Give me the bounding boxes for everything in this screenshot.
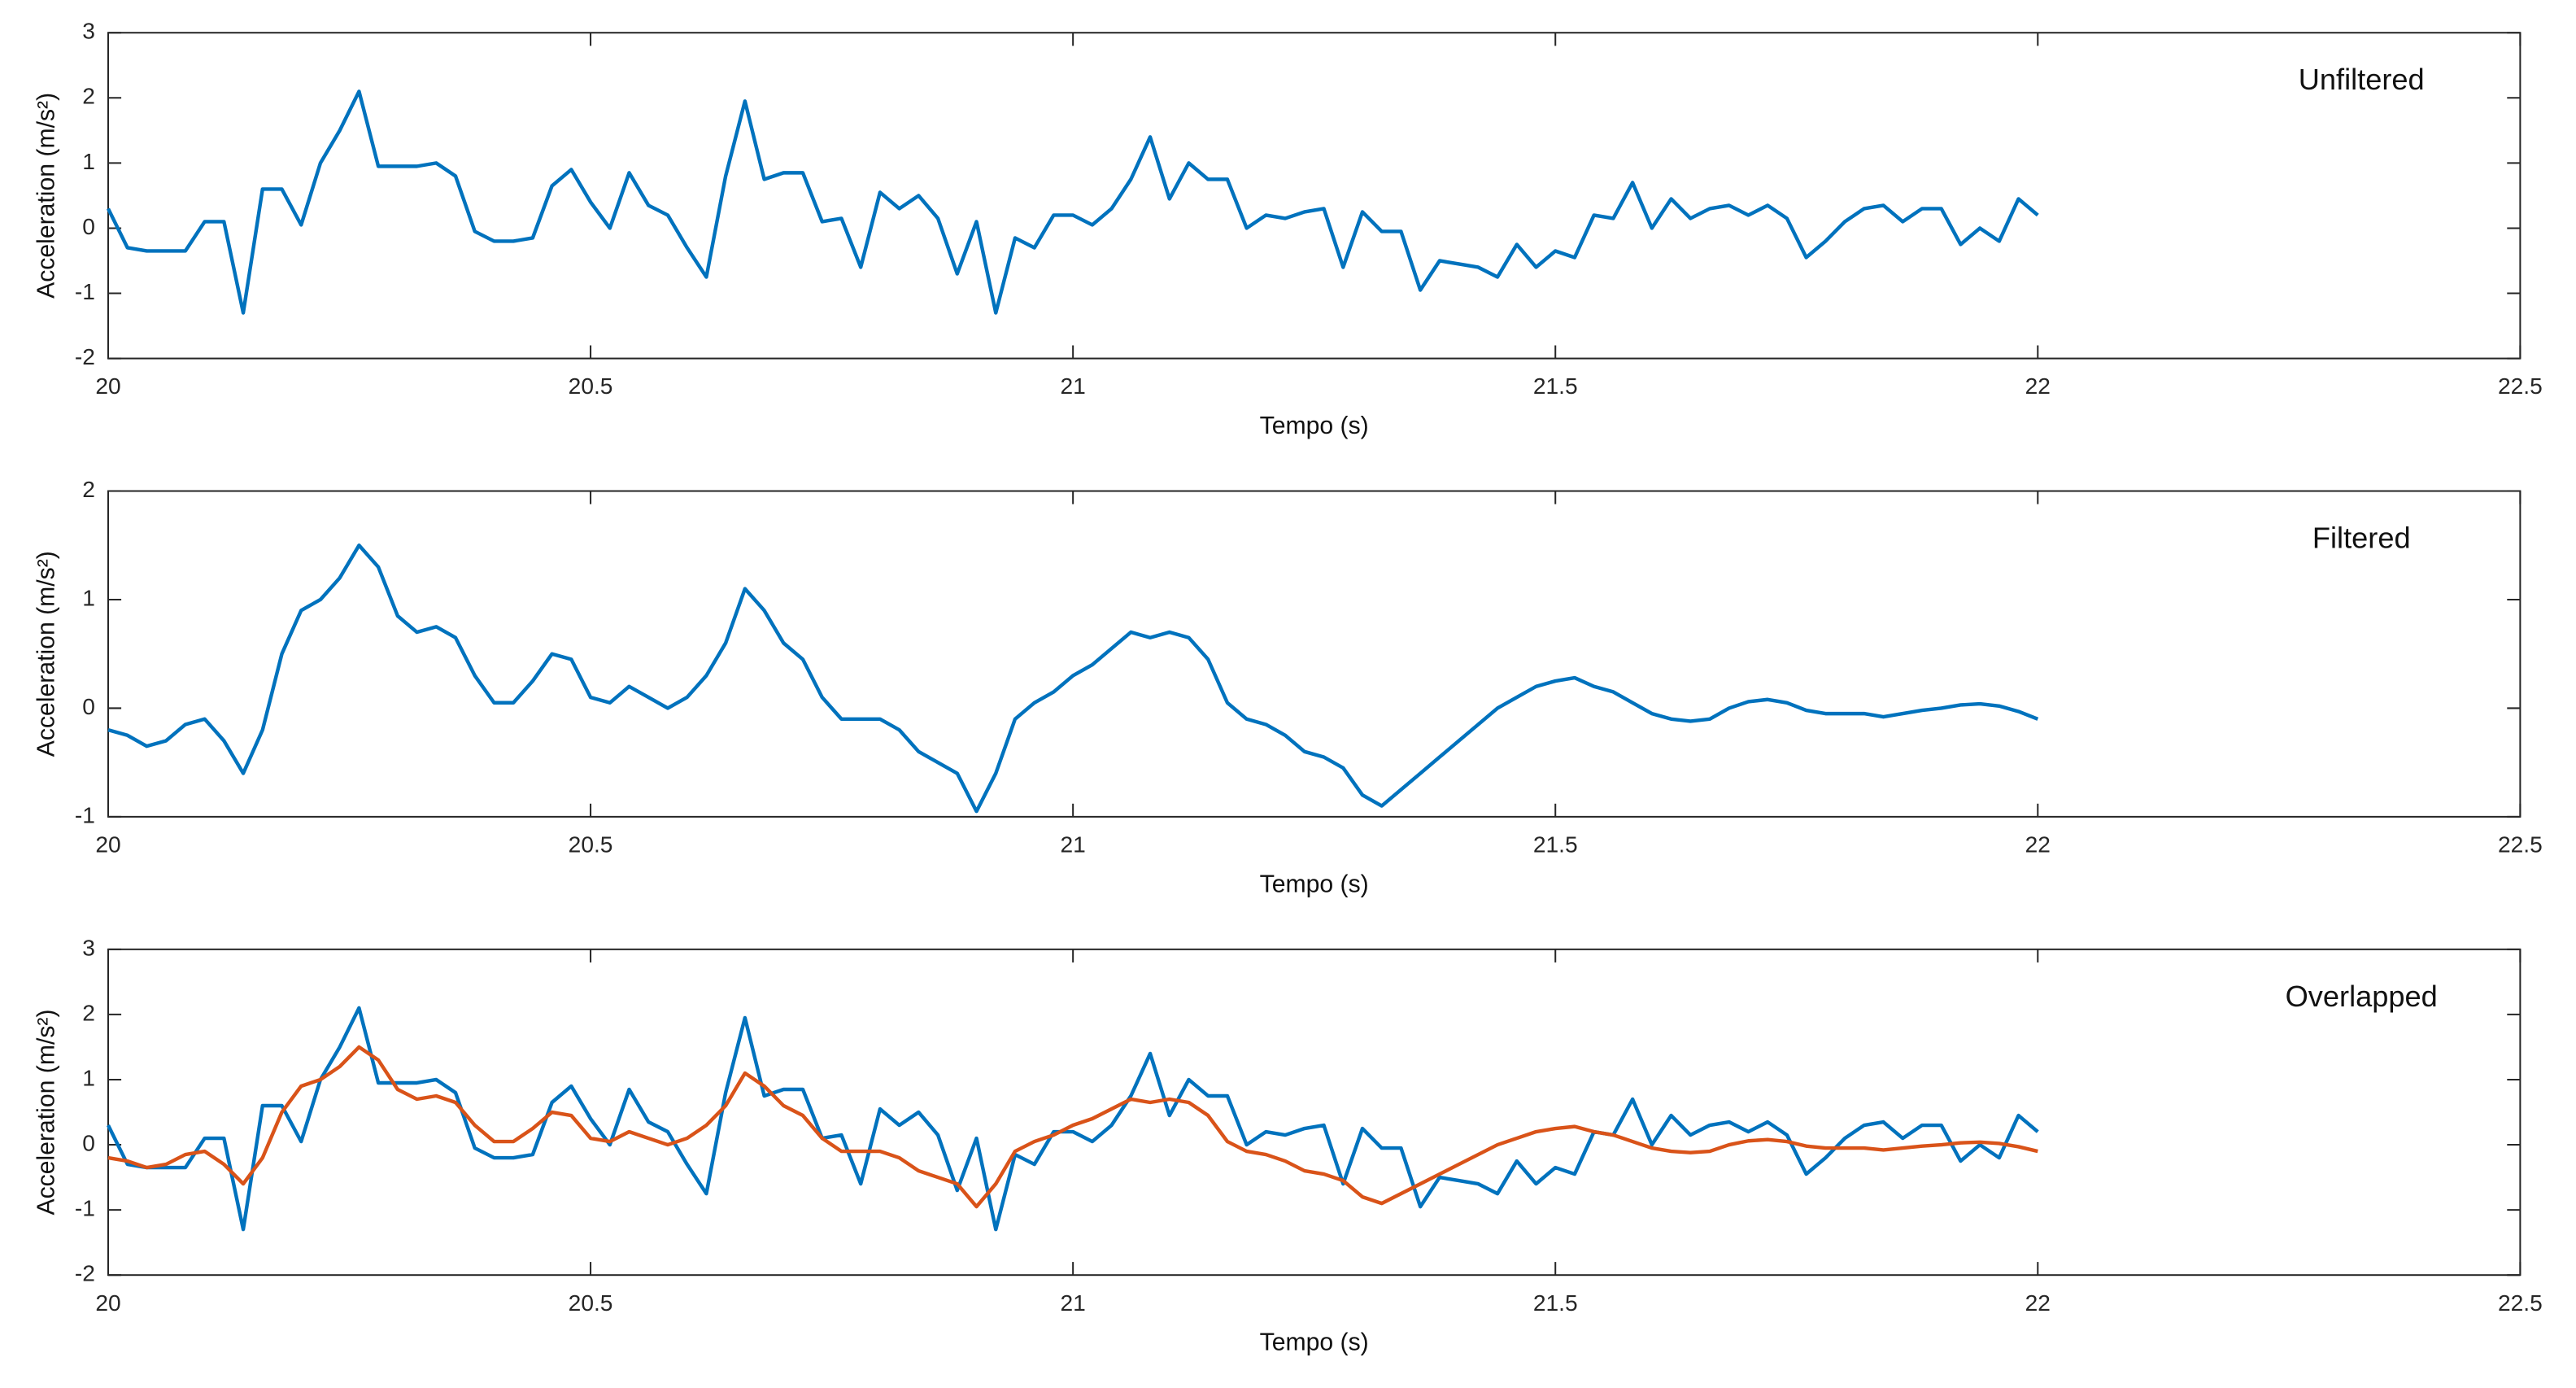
x-tick-label: 21 (1060, 1290, 1085, 1316)
x-axis-label: Tempo (s) (1260, 412, 1369, 439)
y-tick-label: -1 (75, 1196, 95, 1221)
x-tick-label: 21.5 (1533, 832, 1578, 858)
y-axis-label: Acceleration (m/s²) (33, 551, 60, 757)
x-axis-label: Tempo (s) (1260, 1329, 1369, 1356)
x-tick-label: 20 (95, 832, 120, 858)
y-tick-label: 2 (82, 1000, 95, 1025)
y-tick-label: -2 (75, 344, 95, 369)
x-tick-label: 20.5 (569, 1290, 613, 1316)
y-tick-label: 1 (82, 1065, 95, 1090)
y-tick-label: 1 (82, 149, 95, 174)
data-line (107, 543, 2039, 814)
chart-title: Filtered (2312, 521, 2411, 554)
data-line (107, 1045, 2038, 1209)
x-tick-label: 21 (1060, 832, 1085, 858)
y-tick-label: 3 (82, 935, 95, 960)
x-tick-label: 21.5 (1533, 1290, 1578, 1316)
x-tick-label: 20.5 (569, 373, 613, 399)
subplot: -2 -1 0 1 2 3 20 20.5 21 21.5 22 22.5 Tempo (s) Accel… (33, 935, 2543, 1355)
x-tick-label: 22 (2025, 373, 2051, 399)
y-tick-label: 2 (82, 84, 95, 109)
y-tick-label: 1 (82, 585, 95, 610)
subplot: -2 -1 0 1 2 3 20 20.5 21 21.5 22 22.5 Tempo (s) Accel… (33, 19, 2543, 439)
x-tick-label: 22 (2025, 832, 2051, 858)
plot-area (107, 949, 2521, 1276)
axes-box (107, 32, 2522, 360)
x-tick-label: 22.5 (2498, 1290, 2543, 1316)
x-tick-label: 22.5 (2498, 373, 2543, 399)
y-axis-label: Acceleration (m/s²) (33, 93, 60, 299)
x-tick-label: 22 (2025, 1290, 2051, 1316)
y-tick-label: 3 (82, 19, 95, 44)
data-line (107, 1006, 2039, 1232)
x-tick-label: 20 (95, 373, 120, 399)
y-tick-label: -1 (75, 802, 95, 827)
x-tick-label: 22.5 (2498, 832, 2543, 858)
x-tick-label: 20.5 (569, 832, 613, 858)
y-tick-label: 0 (82, 694, 95, 719)
x-tick-label: 21 (1060, 373, 1085, 399)
axes-box (107, 948, 2522, 1277)
y-tick-label: -2 (75, 1261, 95, 1286)
x-axis-label: Tempo (s) (1260, 871, 1369, 897)
data-line (107, 89, 2039, 315)
y-tick-label: -1 (75, 279, 95, 304)
subplot: -1 0 1 2 20 20.5 21 21.5 22 22.5 Tempo (s) Accelera… (33, 477, 2543, 897)
x-tick-label: 20 (95, 1290, 120, 1316)
axes-box (107, 490, 2522, 818)
chart-title: Overlapped (2286, 980, 2438, 1013)
plot-area (107, 491, 2521, 817)
x-tick-label: 21.5 (1533, 373, 1578, 399)
chart-title: Unfiltered (2299, 63, 2425, 96)
y-tick-label: 2 (82, 477, 95, 502)
plot-area (107, 33, 2521, 359)
y-tick-label: 0 (82, 1130, 95, 1155)
y-tick-label: 0 (82, 214, 95, 239)
y-axis-label: Acceleration (m/s²) (33, 1009, 60, 1215)
